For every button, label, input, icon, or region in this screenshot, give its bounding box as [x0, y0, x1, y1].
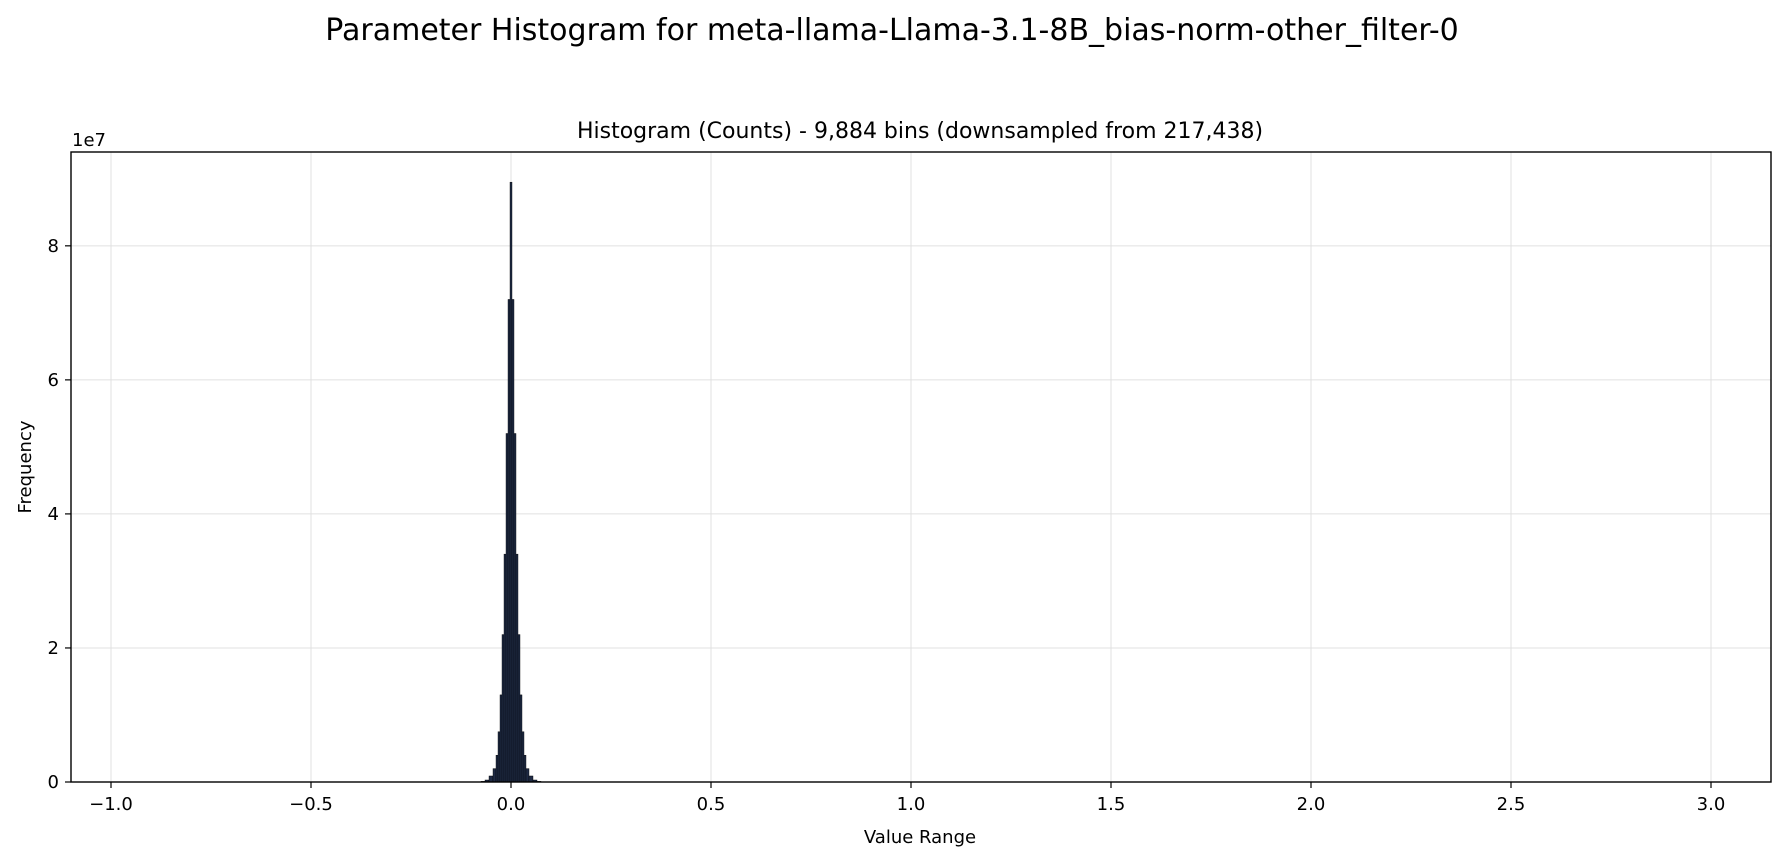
histogram-bar — [517, 634, 521, 783]
y-axis-label: Frequency — [15, 420, 36, 513]
histogram-bar — [515, 553, 519, 783]
x-tick-label: −0.5 — [289, 794, 333, 815]
x-tick-label: 2.5 — [1497, 794, 1526, 815]
histogram-bar — [523, 754, 527, 783]
x-tick-label: 0.0 — [497, 794, 526, 815]
x-axis-label: Value Range — [864, 827, 976, 848]
histogram-bars — [480, 181, 542, 783]
histogram-bar — [503, 553, 507, 783]
x-axis-ticks: −1.0 −0.5 0.0 0.5 1.0 1.5 2.0 2.5 3.0 — [89, 782, 1725, 815]
plot-frame — [70, 151, 1772, 783]
histogram-bar — [499, 694, 503, 783]
histogram-bar — [513, 433, 517, 783]
x-tick-label: 0.5 — [697, 794, 726, 815]
histogram-bar — [509, 181, 513, 783]
x-tick-label: 1.5 — [1097, 794, 1126, 815]
histogram-bar — [507, 299, 511, 783]
x-tick-label: 3.0 — [1697, 794, 1726, 815]
y-tick-label: 8 — [48, 236, 59, 257]
histogram-bar — [505, 433, 509, 783]
x-tick-label: −1.0 — [89, 794, 133, 815]
x-tick-label: 1.0 — [897, 794, 926, 815]
y-tick-label: 6 — [48, 370, 59, 391]
histogram-bar — [511, 299, 515, 783]
histogram-bar — [521, 731, 525, 783]
histogram-bar — [497, 731, 501, 783]
y-tick-label: 0 — [48, 772, 59, 793]
histogram-bar — [519, 694, 523, 783]
y-tick-label: 4 — [48, 504, 59, 525]
histogram-bar — [501, 634, 505, 783]
histogram-bar — [525, 768, 530, 783]
y-offset-label: 1e7 — [72, 130, 106, 151]
histogram-bar — [528, 775, 534, 783]
y-axis-ticks: 0 2 4 6 8 — [48, 236, 71, 793]
histogram-bar — [495, 754, 499, 783]
histogram-bar — [492, 768, 497, 783]
chart-title: Parameter Histogram for meta-llama-Llama… — [325, 13, 1458, 48]
histogram-bar — [488, 775, 494, 783]
x-tick-label: 2.0 — [1297, 794, 1326, 815]
y-tick-label: 2 — [48, 638, 59, 659]
grid-lines — [71, 152, 1771, 783]
axes-title: Histogram (Counts) - 9,884 bins (downsam… — [577, 119, 1263, 144]
